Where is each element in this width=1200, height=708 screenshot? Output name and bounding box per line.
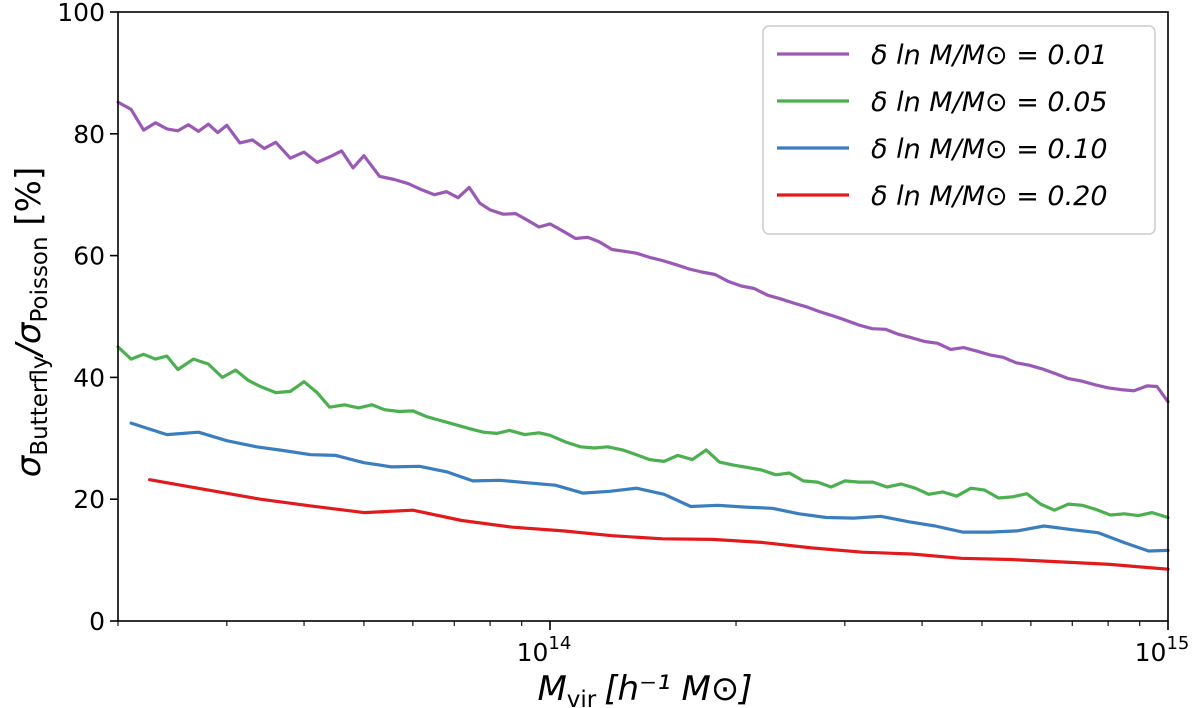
y-tick-label: 20 [73,485,105,514]
series-line-1 [116,345,1170,520]
y-tick-label: 80 [73,120,105,149]
axes-frame [117,11,1169,622]
y-tick-label: 60 [73,242,105,271]
legend-label-1: δ ln M/M⊙ = 0.05 [871,87,1108,118]
series-line-0 [116,100,1170,404]
series-line-2 [129,421,1170,553]
x-axis-label: Mvir [h⁻¹ M⊙] [537,669,752,708]
y-tick-label: 100 [57,0,105,27]
x-tick-label: 1015 [1135,633,1190,667]
y-tick-label: 40 [73,363,105,392]
x-tick-label: 1014 [517,633,572,667]
y-axis-label: σButterfly/σPoisson [%] [9,167,53,477]
legend-box [762,25,1156,235]
series-line-3 [148,478,1170,571]
series-layer [116,100,1170,571]
axes-layer: 0 20 40 60 80 100 1014 1015 [57,0,1189,667]
legend-label-0: δ ln M/M⊙ = 0.01 [871,40,1108,71]
legend-label-2: δ ln M/M⊙ = 0.10 [871,134,1108,165]
legend-label-3: δ ln M/M⊙ = 0.20 [871,181,1108,212]
legend: δ ln M/M⊙ = 0.01 δ ln M/M⊙ = 0.05 δ ln M/M… [762,25,1156,235]
y-tick-label: 0 [89,607,105,636]
